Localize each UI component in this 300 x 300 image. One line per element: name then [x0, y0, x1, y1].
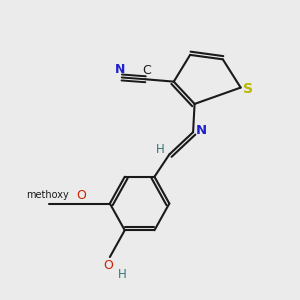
- Text: O: O: [103, 259, 113, 272]
- Text: H: H: [117, 268, 126, 281]
- Text: N: N: [115, 63, 125, 76]
- Text: S: S: [243, 82, 253, 96]
- Text: O: O: [77, 189, 87, 202]
- Text: methoxy: methoxy: [26, 190, 69, 200]
- Text: C: C: [143, 64, 152, 77]
- Text: H: H: [156, 142, 165, 156]
- Text: N: N: [196, 124, 207, 137]
